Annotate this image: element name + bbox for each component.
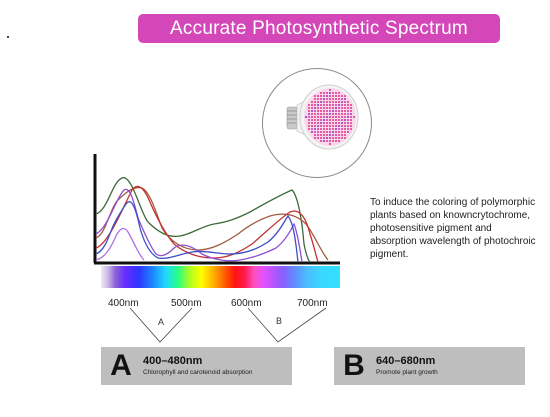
curve-violet-tail [95, 227, 145, 261]
tick-label-600nm: 600nm [231, 298, 262, 309]
stray-dot [7, 36, 9, 38]
curve-brown [95, 186, 329, 261]
curve-red [95, 185, 319, 263]
curve-blue [95, 201, 299, 263]
tick-label-500nm: 500nm [171, 298, 202, 309]
spectrum-gradient-bar [101, 266, 340, 288]
description-text: To induce the coloring of polymorphic pl… [370, 197, 536, 260]
box-b-letter: B [343, 349, 365, 382]
info-box-b: B 640–680nm Promote plant growth [334, 347, 525, 385]
box-b-subtitle: Promote plant growth [376, 369, 438, 376]
led-bulb-icon [262, 68, 372, 178]
box-a-letter: A [110, 349, 132, 382]
region-brackets [129, 307, 327, 343]
curve-dark-green [95, 177, 311, 263]
page-title: Accurate Photosynthetic Spectrum [138, 14, 500, 43]
absorption-curves [93, 154, 340, 265]
tick-label-700nm: 700nm [297, 298, 328, 309]
region-label-a: A [158, 317, 165, 327]
box-a-range: 400–480nm [143, 355, 203, 367]
info-box-a: A 400–480nm Chlorophyll and carotenoid a… [101, 347, 292, 385]
curve-purple [95, 188, 303, 263]
bracket-a [129, 307, 193, 343]
tick-label-400nm: 400nm [108, 298, 139, 309]
bracket-b [247, 307, 327, 343]
box-a-subtitle: Chlorophyll and carotenoid absorption [143, 369, 253, 376]
region-label-b: B [276, 316, 283, 326]
box-b-range: 640–680nm [376, 355, 436, 367]
